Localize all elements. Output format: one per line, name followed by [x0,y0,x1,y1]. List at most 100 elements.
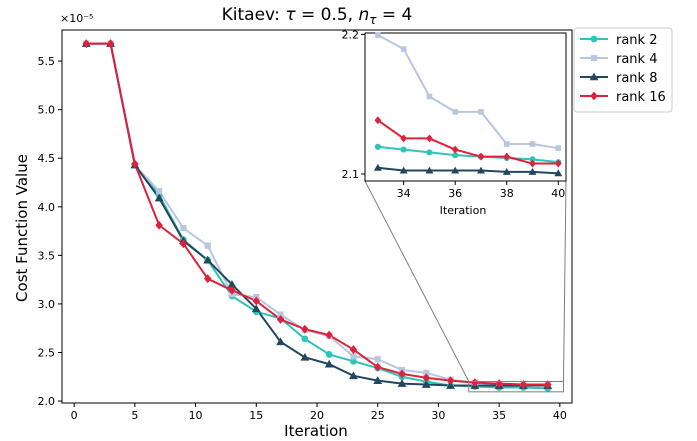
y-tick-label: 5.0 [38,104,56,117]
inset-data-point-rank-16 [554,159,562,168]
inset-data-point-rank-4 [555,145,562,151]
legend-swatch-rank-8 [580,72,608,81]
data-point-rank-16 [325,330,333,340]
zoom-connector-line [364,180,470,382]
data-point-rank-8 [324,359,334,368]
inset-data-point-rank-16 [426,134,433,143]
data-point-rank-8 [349,371,358,380]
x-tick-label: 40 [553,409,567,422]
legend-marker [589,72,599,81]
data-point-rank-16 [301,324,309,334]
inset-data-point-rank-2 [426,149,433,156]
inset-x-tick-label: 34 [397,187,411,200]
data-point-rank-16 [179,239,188,249]
y-tick-label: 3.5 [38,249,56,262]
inset-data-point-rank-4 [375,32,381,38]
data-point-rank-8 [227,280,237,288]
inset-data-point-rank-8 [425,166,434,174]
data-point-rank-2 [350,357,357,365]
x-tick-label: 30 [431,409,445,422]
x-tick-label: 35 [492,409,506,422]
y-tick-label: 2.0 [38,395,56,408]
data-point-rank-4 [374,356,381,363]
legend-label-rank-4: rank 4 [616,52,657,67]
data-point-rank-16 [398,369,406,379]
data-point-rank-16 [373,362,382,372]
y-tick-label: 4.5 [38,152,56,165]
inset-data-point-rank-16 [529,159,536,168]
data-point-rank-16 [422,373,431,383]
inset-data-point-rank-8 [502,167,511,175]
x-tick-label: 15 [249,409,263,422]
zoom-connector-line [563,180,567,382]
legend-label-rank-2: rank 2 [616,33,657,48]
data-point-rank-8 [421,380,431,388]
x-axis-label: Iteration [284,422,348,440]
inset-data-point-rank-16 [477,152,485,161]
inset-x-tick-label: 38 [500,187,514,200]
legend-swatch-rank-2 [580,35,608,43]
data-point-rank-8 [154,193,164,202]
legend-label-rank-16: rank 16 [616,90,666,105]
inset-plot: 34 36 38 40 2.1 2.2 [342,28,567,200]
y-axis-label: Cost Function Value [13,154,31,302]
series-line-rank-8 [86,42,548,387]
x-tick-label: 10 [189,409,203,422]
data-point-rank-4 [180,225,187,232]
data-point-rank-8 [300,352,310,361]
inset-data-point-rank-4 [400,46,407,52]
inset-data-point-rank-4 [529,141,536,147]
data-point-rank-16 [106,39,115,48]
inset-series-line-rank-16 [377,119,559,165]
y-tick-label: 2.5 [38,346,56,359]
data-point-rank-4 [204,242,211,249]
inset-x-axis-label: Iteration [440,204,487,217]
inset-data-point-rank-4 [426,93,433,100]
inset-data-point-rank-8 [451,166,460,174]
data-point-rank-16 [276,315,285,324]
legend-label-rank-8: rank 8 [616,71,657,86]
data-point-rank-16 [252,296,261,306]
data-point-rank-2 [325,351,333,358]
x-tick-label: 0 [71,409,78,422]
data-point-rank-4 [277,311,284,318]
inset-data-point-rank-16 [374,116,382,125]
inset-data-point-rank-2 [374,143,381,150]
data-point-rank-16 [228,285,236,295]
x-tick-label: 20 [310,409,324,422]
legend-item-rank-2: rank 2 [580,33,657,48]
inset-x-tick-label: 36 [448,187,462,200]
zoom-region-box [468,381,564,393]
main-plot: 0 5 10 15 20 25 30 35 40 2.0 2.5 3.0 3.5 4.0 4.5 5.0 5.5 [38,29,573,422]
inset-data-point-rank-8 [554,169,563,177]
data-point-rank-4 [350,353,357,360]
x-tick-label: 25 [371,409,385,422]
inset-data-point-rank-2 [452,152,459,159]
series-line-rank-16 [86,42,548,386]
inset-data-point-rank-8 [373,163,382,171]
data-point-rank-8 [276,337,285,346]
inset-series-line-rank-2 [377,145,559,164]
data-point-rank-16 [155,220,163,230]
y-exponent-label: ×10⁻⁵ [60,12,93,25]
inset-data-point-rank-2 [400,146,407,153]
data-point-rank-16 [471,378,479,388]
inset-data-point-rank-8 [399,166,408,174]
data-point-rank-16 [82,39,91,48]
data-point-rank-16 [519,380,528,389]
inset-data-point-rank-4 [452,109,458,115]
legend-item-rank-16: rank 16 [580,90,666,105]
chart-title: Kitaev: τ = 0.5, nτ = 4 [222,5,413,27]
zoom-indicator [364,180,567,393]
inset-data-point-rank-4 [478,109,484,115]
legend-item-rank-8: rank 8 [580,71,657,86]
inset-data-point-rank-16 [503,152,511,161]
inset-data-point-rank-16 [400,134,408,143]
legend-swatch-rank-16 [580,91,608,101]
legend-item-rank-4: rank 4 [580,52,657,67]
y-tick-label: 4.0 [38,201,56,214]
x-tick-label: 5 [131,409,138,422]
data-point-rank-16 [349,345,358,354]
data-point-rank-2 [301,335,309,343]
legend-swatch-rank-4 [580,54,608,62]
